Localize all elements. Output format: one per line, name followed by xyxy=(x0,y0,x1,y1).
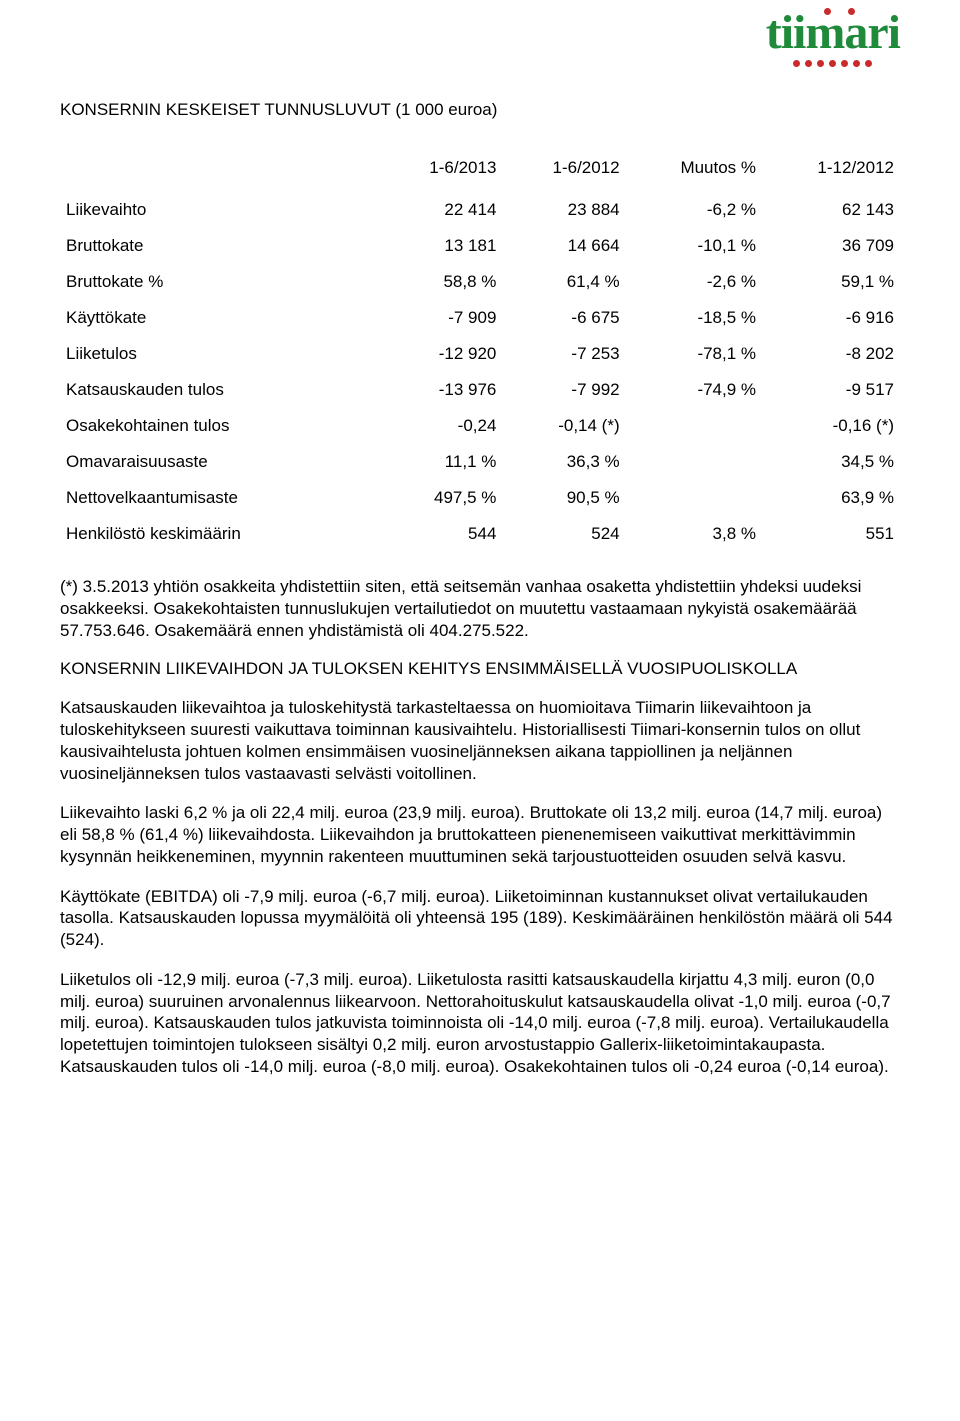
table-cell: -0,24 xyxy=(379,408,502,444)
table-cell: Liikevaihto xyxy=(60,192,379,228)
table-row: Käyttökate-7 909-6 675-18,5 %-6 916 xyxy=(60,300,900,336)
table-cell: Bruttokate % xyxy=(60,264,379,300)
table-cell: -6 675 xyxy=(502,300,625,336)
table-row: Liikevaihto22 41423 884-6,2 %62 143 xyxy=(60,192,900,228)
table-cell: -13 976 xyxy=(379,372,502,408)
table-cell: 13 181 xyxy=(379,228,502,264)
body-paragraph: Liikevaihto laski 6,2 % ja oli 22,4 milj… xyxy=(60,802,900,867)
table-cell: 11,1 % xyxy=(379,444,502,480)
table-cell: -74,9 % xyxy=(626,372,762,408)
table-cell: 58,8 % xyxy=(379,264,502,300)
table-cell: 36,3 % xyxy=(502,444,625,480)
table-cell: -6 916 xyxy=(762,300,900,336)
table-cell: Osakekohtainen tulos xyxy=(60,408,379,444)
table-cell: 14 664 xyxy=(502,228,625,264)
logo-text: tiimari xyxy=(766,9,900,57)
table-cell: -8 202 xyxy=(762,336,900,372)
table-cell: Nettovelkaantumisaste xyxy=(60,480,379,516)
table-cell: -10,1 % xyxy=(626,228,762,264)
table-cell: -0,14 (*) xyxy=(502,408,625,444)
logo-dot-icon xyxy=(793,60,800,67)
body-paragraph: Katsauskauden liikevaihtoa ja tuloskehit… xyxy=(60,697,900,784)
table-row: Bruttokate13 18114 664-10,1 %36 709 xyxy=(60,228,900,264)
col-header: Muutos % xyxy=(626,150,762,192)
table-cell: Liiketulos xyxy=(60,336,379,372)
table-cell: -7 909 xyxy=(379,300,502,336)
table-cell: Omavaraisuusaste xyxy=(60,444,379,480)
table-cell: -7 992 xyxy=(502,372,625,408)
body-paragraph: Liiketulos oli -12,9 milj. euroa (-7,3 m… xyxy=(60,969,900,1078)
table-cell: Henkilöstö keskimäärin xyxy=(60,516,379,552)
key-figures-table: 1-6/2013 1-6/2012 Muutos % 1-12/2012 Lii… xyxy=(60,150,900,552)
table-cell: Katsauskauden tulos xyxy=(60,372,379,408)
table-cell xyxy=(626,408,762,444)
table-cell: 61,4 % xyxy=(502,264,625,300)
table-header-row: 1-6/2013 1-6/2012 Muutos % 1-12/2012 xyxy=(60,150,900,192)
table-cell: -78,1 % xyxy=(626,336,762,372)
table-cell: -2,6 % xyxy=(626,264,762,300)
body-paragraph: Käyttökate (EBITDA) oli -7,9 milj. euroa… xyxy=(60,886,900,951)
col-header: 1-6/2012 xyxy=(502,150,625,192)
table-row: Nettovelkaantumisaste497,5 %90,5 % 63,9 % xyxy=(60,480,900,516)
table-cell: 544 xyxy=(379,516,502,552)
table-cell: 63,9 % xyxy=(762,480,900,516)
table-cell xyxy=(626,480,762,516)
table-cell: 34,5 % xyxy=(762,444,900,480)
table-cell: -12 920 xyxy=(379,336,502,372)
table-row: Bruttokate %58,8 %61,4 %-2,6 %59,1 % xyxy=(60,264,900,300)
col-header xyxy=(60,150,379,192)
logo-dot-icon xyxy=(853,60,860,67)
table-cell: 23 884 xyxy=(502,192,625,228)
table-row: Katsauskauden tulos-13 976-7 992-74,9 %-… xyxy=(60,372,900,408)
table-cell: 59,1 % xyxy=(762,264,900,300)
table-row: Liiketulos-12 920-7 253-78,1 %-8 202 xyxy=(60,336,900,372)
table-cell: 551 xyxy=(762,516,900,552)
table-row: Osakekohtainen tulos-0,24-0,14 (*) -0,16 … xyxy=(60,408,900,444)
table-cell: 62 143 xyxy=(762,192,900,228)
footnote: (*) 3.5.2013 yhtiön osakkeita yhdistetti… xyxy=(60,576,900,641)
table-cell: 524 xyxy=(502,516,625,552)
col-header: 1-6/2013 xyxy=(379,150,502,192)
table-cell: Käyttökate xyxy=(60,300,379,336)
table-cell: 497,5 % xyxy=(379,480,502,516)
table-cell: Bruttokate xyxy=(60,228,379,264)
page-title: KONSERNIN KESKEISET TUNNUSLUVUT (1 000 e… xyxy=(60,100,900,120)
section-subheading: KONSERNIN LIIKEVAIHDON JA TULOKSEN KEHIT… xyxy=(60,659,900,679)
table-row: Omavaraisuusaste11,1 %36,3 % 34,5 % xyxy=(60,444,900,480)
logo-dot-icon xyxy=(865,60,872,67)
table-cell: 22 414 xyxy=(379,192,502,228)
table-cell xyxy=(626,444,762,480)
col-header: 1-12/2012 xyxy=(762,150,900,192)
table-cell: -18,5 % xyxy=(626,300,762,336)
table-cell: -9 517 xyxy=(762,372,900,408)
table-row: Henkilöstö keskimäärin5445243,8 %551 xyxy=(60,516,900,552)
table-cell: 36 709 xyxy=(762,228,900,264)
logo-dot-icon xyxy=(805,60,812,67)
logo-dot-icon xyxy=(817,60,824,67)
table-cell: -0,16 (*) xyxy=(762,408,900,444)
table-cell: 90,5 % xyxy=(502,480,625,516)
table-cell: -7 253 xyxy=(502,336,625,372)
logo-dot-icon xyxy=(829,60,836,67)
brand-logo: tiimari xyxy=(766,8,900,67)
table-cell: -6,2 % xyxy=(626,192,762,228)
table-cell: 3,8 % xyxy=(626,516,762,552)
logo-dot-icon xyxy=(841,60,848,67)
